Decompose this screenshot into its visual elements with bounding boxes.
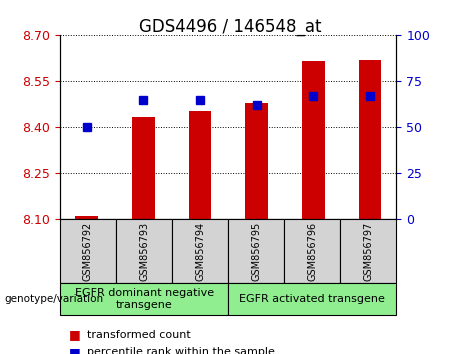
Text: GSM856793: GSM856793 bbox=[139, 222, 149, 281]
Text: GSM856797: GSM856797 bbox=[363, 222, 373, 281]
Bar bbox=[189, 112, 211, 219]
Text: GSM856795: GSM856795 bbox=[251, 222, 261, 281]
Bar bbox=[359, 60, 381, 219]
Text: genotype/variation: genotype/variation bbox=[5, 294, 104, 304]
Bar bbox=[75, 216, 98, 219]
Text: GSM856792: GSM856792 bbox=[83, 222, 93, 281]
Text: GSM856796: GSM856796 bbox=[307, 222, 317, 281]
Bar bbox=[245, 103, 268, 219]
Text: GSM856794: GSM856794 bbox=[195, 222, 205, 281]
Text: ■: ■ bbox=[69, 346, 81, 354]
Text: GDS4496 / 146548_at: GDS4496 / 146548_at bbox=[139, 18, 322, 36]
Text: ■: ■ bbox=[69, 328, 81, 341]
Bar bbox=[132, 117, 154, 219]
Text: percentile rank within the sample: percentile rank within the sample bbox=[87, 347, 275, 354]
Text: EGFR activated transgene: EGFR activated transgene bbox=[239, 294, 385, 304]
Text: transformed count: transformed count bbox=[87, 330, 190, 339]
Text: EGFR dominant negative
transgene: EGFR dominant negative transgene bbox=[75, 288, 213, 310]
Bar bbox=[302, 61, 325, 219]
